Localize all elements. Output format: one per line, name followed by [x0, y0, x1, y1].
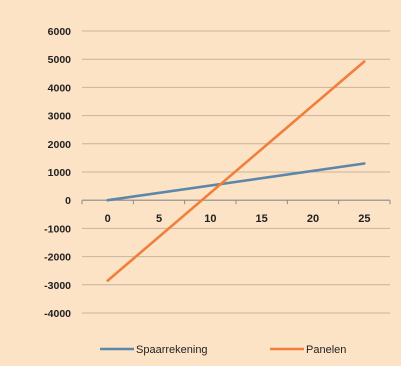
x-tick-label: 10 — [204, 213, 216, 225]
x-tick-label: 15 — [256, 213, 268, 225]
y-tick-label: 0 — [65, 195, 71, 207]
x-tick-label: 5 — [156, 213, 162, 225]
y-tick-label: 5000 — [48, 54, 72, 66]
x-tick-label: 25 — [358, 213, 370, 225]
legend-label: Panelen — [306, 344, 346, 356]
y-tick-label: 2000 — [48, 139, 72, 151]
legend-label: Spaarrekening — [136, 344, 208, 356]
y-tick-label: 3000 — [48, 111, 72, 123]
x-tick-label: 20 — [307, 213, 319, 225]
y-tick-label: 1000 — [48, 167, 72, 179]
y-tick-label: -1000 — [44, 223, 71, 235]
y-tick-label: -2000 — [44, 252, 71, 264]
y-tick-label: 6000 — [48, 26, 72, 38]
y-tick-label: 4000 — [48, 82, 72, 94]
series-line-panelen — [106, 60, 366, 282]
y-tick-label: -3000 — [44, 280, 71, 292]
series-line-spaarrekening — [106, 162, 366, 202]
x-tick-label: 0 — [105, 213, 111, 225]
y-tick-label: -4000 — [44, 308, 71, 320]
